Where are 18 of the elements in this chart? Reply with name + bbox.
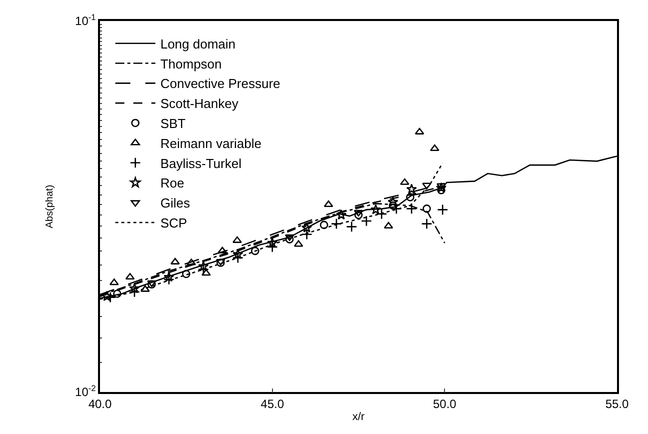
legend-label: Bayliss-Turkel — [160, 156, 242, 171]
legend-label: SBT — [160, 116, 186, 132]
y-tick-label: 10$^{-1}$ — [75, 12, 96, 28]
x-tick-label: 40.0 — [88, 397, 112, 412]
x-axis-title: x/r — [352, 410, 365, 423]
legend-label: Reimann variable — [160, 136, 262, 151]
legend-label: SCP — [160, 216, 188, 231]
legend-label: Scott-Hankey — [160, 96, 239, 112]
x-tick-label: 55.0 — [605, 397, 629, 412]
legend-label: Thompson — [160, 56, 222, 72]
legend-label: Long domain — [160, 36, 236, 52]
legend-label: Roe — [160, 176, 184, 191]
legend-label: Giles — [160, 196, 190, 211]
x-tick-label: 50.0 — [432, 397, 457, 412]
x-tick-label: 45.0 — [260, 397, 284, 412]
y-tick-label: 10$^{-2}$ — [75, 383, 96, 400]
y-axis-title: Abs(phat) — [44, 184, 56, 228]
legend-label: Convective Pressure — [160, 76, 280, 92]
